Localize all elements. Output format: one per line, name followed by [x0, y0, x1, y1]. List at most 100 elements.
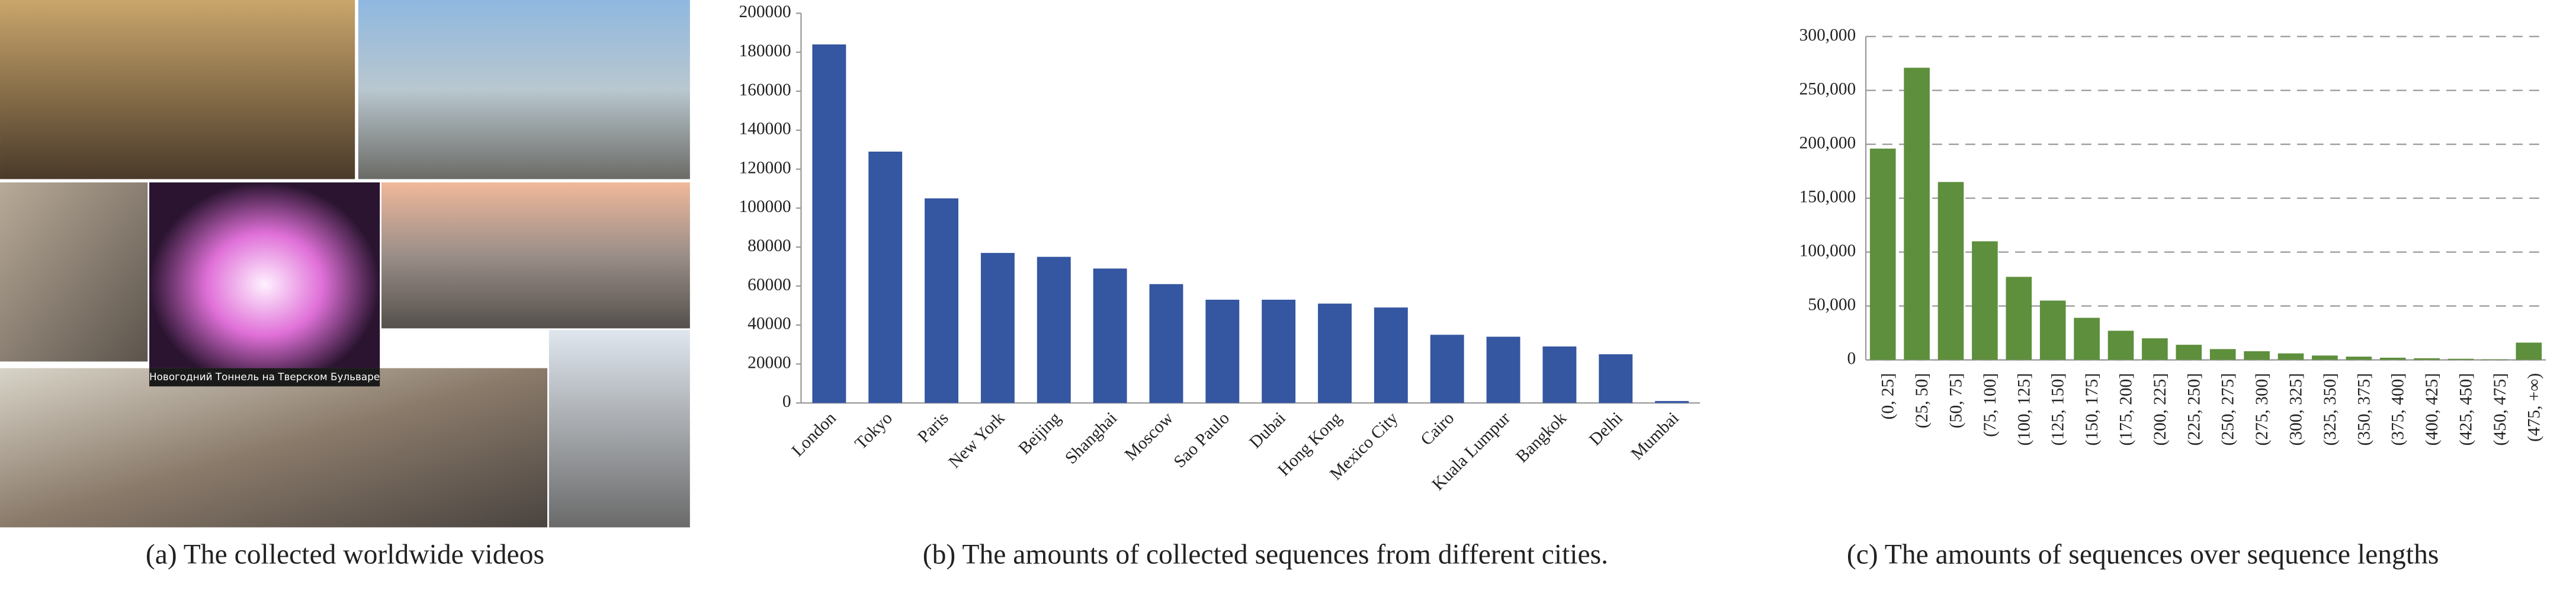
y-tick-label: 300,000: [1799, 25, 1856, 44]
x-tick-label: (400, 425]: [2423, 373, 2442, 445]
x-tick-label: (50, 75]: [1946, 373, 1965, 428]
bar: [2516, 342, 2542, 360]
x-tick-label: (225, 250]: [2184, 373, 2203, 445]
x-tick-label: (0, 25]: [1879, 373, 1898, 419]
caption: (b) The amounts of collected sequences f…: [923, 540, 1608, 570]
y-tick-label: 100,000: [1799, 241, 1856, 260]
x-tick-label: (150, 175]: [2083, 373, 2102, 445]
y-tick-label: 60000: [748, 275, 791, 294]
bar: [2244, 351, 2270, 360]
overlay-text: Новогодний Тоннель на Тверском Бульваре: [149, 371, 380, 383]
x-tick-label: Bangkok: [1512, 409, 1570, 467]
bar: [980, 253, 1015, 403]
bar: [925, 198, 959, 403]
x-tick-label: (175, 200]: [2116, 373, 2135, 445]
bar: [1374, 307, 1408, 403]
y-tick-label: 200,000: [1799, 133, 1856, 152]
bar: [1972, 241, 1998, 360]
caption: (c) The amounts of sequences over sequen…: [1847, 540, 2439, 570]
x-tick-label: Paris: [914, 409, 952, 447]
x-tick-label: (350, 375]: [2354, 373, 2373, 445]
bar: [2039, 300, 2066, 360]
x-tick-label: (450, 475]: [2491, 373, 2510, 445]
x-tick-label: (75, 100]: [1981, 373, 2000, 437]
bar: [1599, 354, 1633, 403]
photo: [0, 368, 548, 528]
bar: [812, 44, 846, 403]
x-tick-label: Tokyo: [851, 409, 896, 453]
y-tick-label: 40000: [748, 314, 791, 333]
photo-collage: Новогодний Тоннель на Тверском Бульваре: [0, 0, 690, 528]
bar: [2312, 355, 2338, 360]
x-tick-label: (250, 275]: [2219, 373, 2238, 445]
x-tick-label: Cairo: [1417, 409, 1458, 450]
bar: [2379, 357, 2406, 360]
x-tick-label: New York: [945, 409, 1009, 472]
overlay-bar: [149, 368, 380, 387]
photo: [548, 330, 690, 528]
y-tick-label: 160000: [739, 81, 791, 100]
bar: [2142, 338, 2168, 360]
photo: [0, 0, 355, 179]
x-tick-label: Sao Paulo: [1170, 409, 1233, 471]
bar: [2074, 317, 2100, 360]
bar: [1318, 303, 1352, 403]
caption: (a) The collected worldwide videos: [146, 540, 544, 570]
x-tick-label: (375, 400]: [2389, 373, 2408, 445]
bar: [2277, 353, 2304, 360]
x-tick-label: (475, +∞): [2524, 373, 2543, 442]
y-tick-label: 0: [782, 392, 791, 411]
x-tick-label: Beijing: [1015, 409, 1065, 458]
photo: [149, 182, 380, 387]
bar: [2209, 349, 2236, 360]
y-tick-label: 20000: [748, 353, 791, 372]
bar: [1262, 300, 1296, 403]
bar: [1542, 346, 1577, 403]
x-tick-label: (425, 450]: [2456, 373, 2475, 445]
photo: [358, 0, 690, 179]
x-tick-label: (25, 50]: [1913, 373, 1932, 428]
x-tick-label: Dubai: [1246, 409, 1289, 452]
y-tick-label: 50,000: [1808, 295, 1856, 314]
x-tick-label: Mumbai: [1628, 409, 1683, 464]
bar: [1869, 148, 1896, 360]
y-tick-label: 250,000: [1799, 79, 1856, 98]
x-tick-label: (300, 325]: [2286, 373, 2305, 445]
bar: [2346, 357, 2372, 360]
x-tick-label: (125, 150]: [2049, 373, 2068, 445]
photo: [0, 182, 148, 362]
bar: [1486, 336, 1520, 403]
bar: [2176, 345, 2202, 360]
bar: [2006, 277, 2032, 360]
x-tick-label: (325, 350]: [2321, 373, 2340, 445]
bar: [1149, 284, 1183, 403]
photo: [381, 182, 690, 329]
y-tick-label: 150,000: [1799, 187, 1856, 206]
bar: [1655, 401, 1689, 403]
x-tick-label: Delhi: [1586, 409, 1627, 450]
bar: [1430, 335, 1464, 403]
y-tick-label: 100000: [739, 197, 791, 216]
bar: [1037, 256, 1071, 403]
x-tick-label: London: [788, 409, 840, 460]
bar: [868, 151, 903, 403]
y-tick-label: 180000: [739, 41, 791, 60]
x-tick-label: (100, 125]: [2014, 373, 2033, 445]
bar: [1904, 68, 1930, 360]
bar: [1937, 182, 1964, 360]
bar: [1093, 268, 1127, 403]
bar: [2447, 358, 2474, 360]
bar: [1205, 300, 1240, 403]
y-tick-label: 0: [1847, 349, 1856, 368]
y-tick-label: 120000: [739, 158, 791, 177]
x-tick-label: (200, 225]: [2151, 373, 2170, 445]
x-tick-label: Moscow: [1121, 408, 1178, 464]
y-tick-label: 140000: [739, 120, 791, 139]
y-tick-label: 200000: [739, 2, 791, 21]
y-tick-label: 80000: [748, 236, 791, 255]
bar: [2107, 330, 2134, 360]
x-tick-label: (275, 300]: [2253, 373, 2272, 445]
x-tick-label: Shanghai: [1061, 409, 1121, 468]
